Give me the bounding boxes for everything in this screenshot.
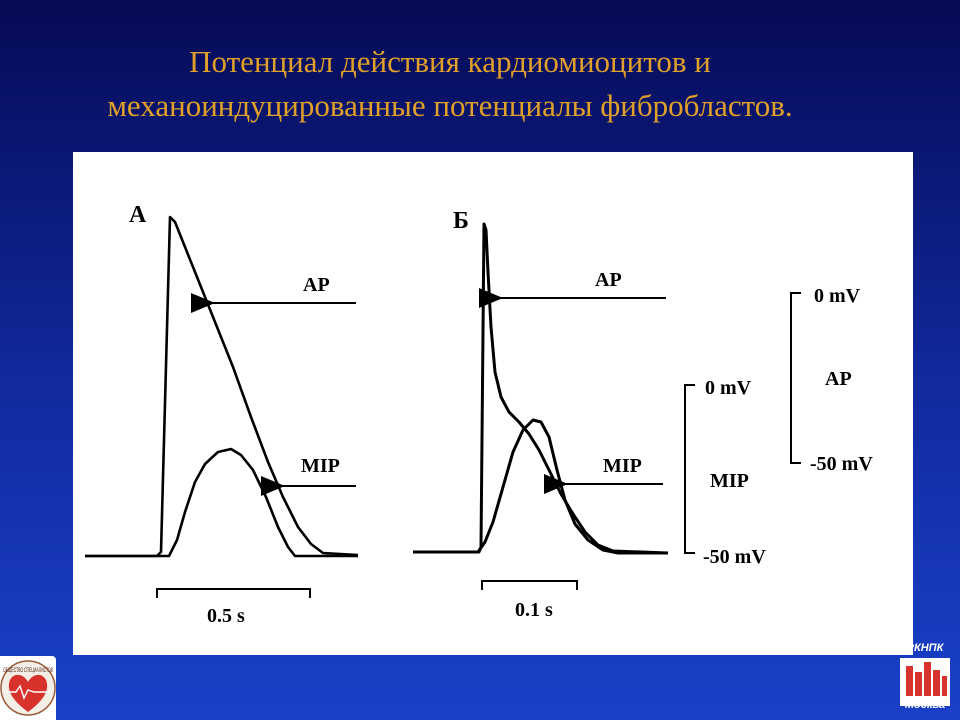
panel-b-mip-trace [413,418,668,555]
society-logo-text: ОБЩЕСТВО СПЕЦИАЛИСТОВ [3,667,53,674]
panel-b-mip-label: MIP [603,455,642,477]
panel-a-mip-label: MIP [301,455,340,477]
panel-a-ap-label: AP [303,274,330,296]
panel-a-time-scale-bar [156,588,311,598]
figure-panel: А AP MIP 0.5 s Б AP MIP 0.1 s 0 mV MIP -… [73,152,913,655]
ap-scale-name: AP [825,368,852,390]
panel-b-ap-label: AP [595,269,622,291]
panel-a-time-scale-label: 0.5 s [207,605,245,627]
panel-b-time-scale-label: 0.1 s [515,599,553,621]
heart-emblem-icon: ОБЩЕСТВО СПЕЦИАЛИСТОВ [0,660,56,716]
slide-title: Потенциал действия кардиомиоцитов и меха… [0,40,900,128]
rknpk-emblem-icon [906,662,947,696]
ap-scale-top-label: 0 mV [814,285,861,307]
mip-scale-top-label: 0 mV [705,377,752,399]
mip-scale-bottom-label: -50 mV [703,546,766,568]
traces-figure: А AP MIP 0.5 s Б AP MIP 0.1 s 0 mV MIP -… [85,202,873,627]
mip-scale-name: MIP [710,470,749,492]
rknpk-logo [900,658,950,706]
panel-a-ap-trace [85,215,359,558]
panel-b-ap-trace [413,222,669,555]
panel-a-mip-trace [85,447,358,558]
society-logo: ОБЩЕСТВО СПЕЦИАЛИСТОВ [0,656,56,720]
panel-b-time-scale-bar [481,580,578,590]
rknpk-logo-top-text: РКНПК [906,642,944,654]
title-line-2: механоиндуцированные потенциалы фибробла… [107,88,793,123]
ap-scale-bottom-label: -50 mV [810,453,873,475]
mip-voltage-scale-bar [684,384,695,554]
ap-voltage-scale-bar [790,292,801,464]
panel-b-letter: Б [453,208,469,234]
rknpk-logo-city-text: Москва [904,699,946,711]
panel-a-letter: А [129,202,147,228]
title-line-1: Потенциал действия кардиомиоцитов и [189,44,711,79]
